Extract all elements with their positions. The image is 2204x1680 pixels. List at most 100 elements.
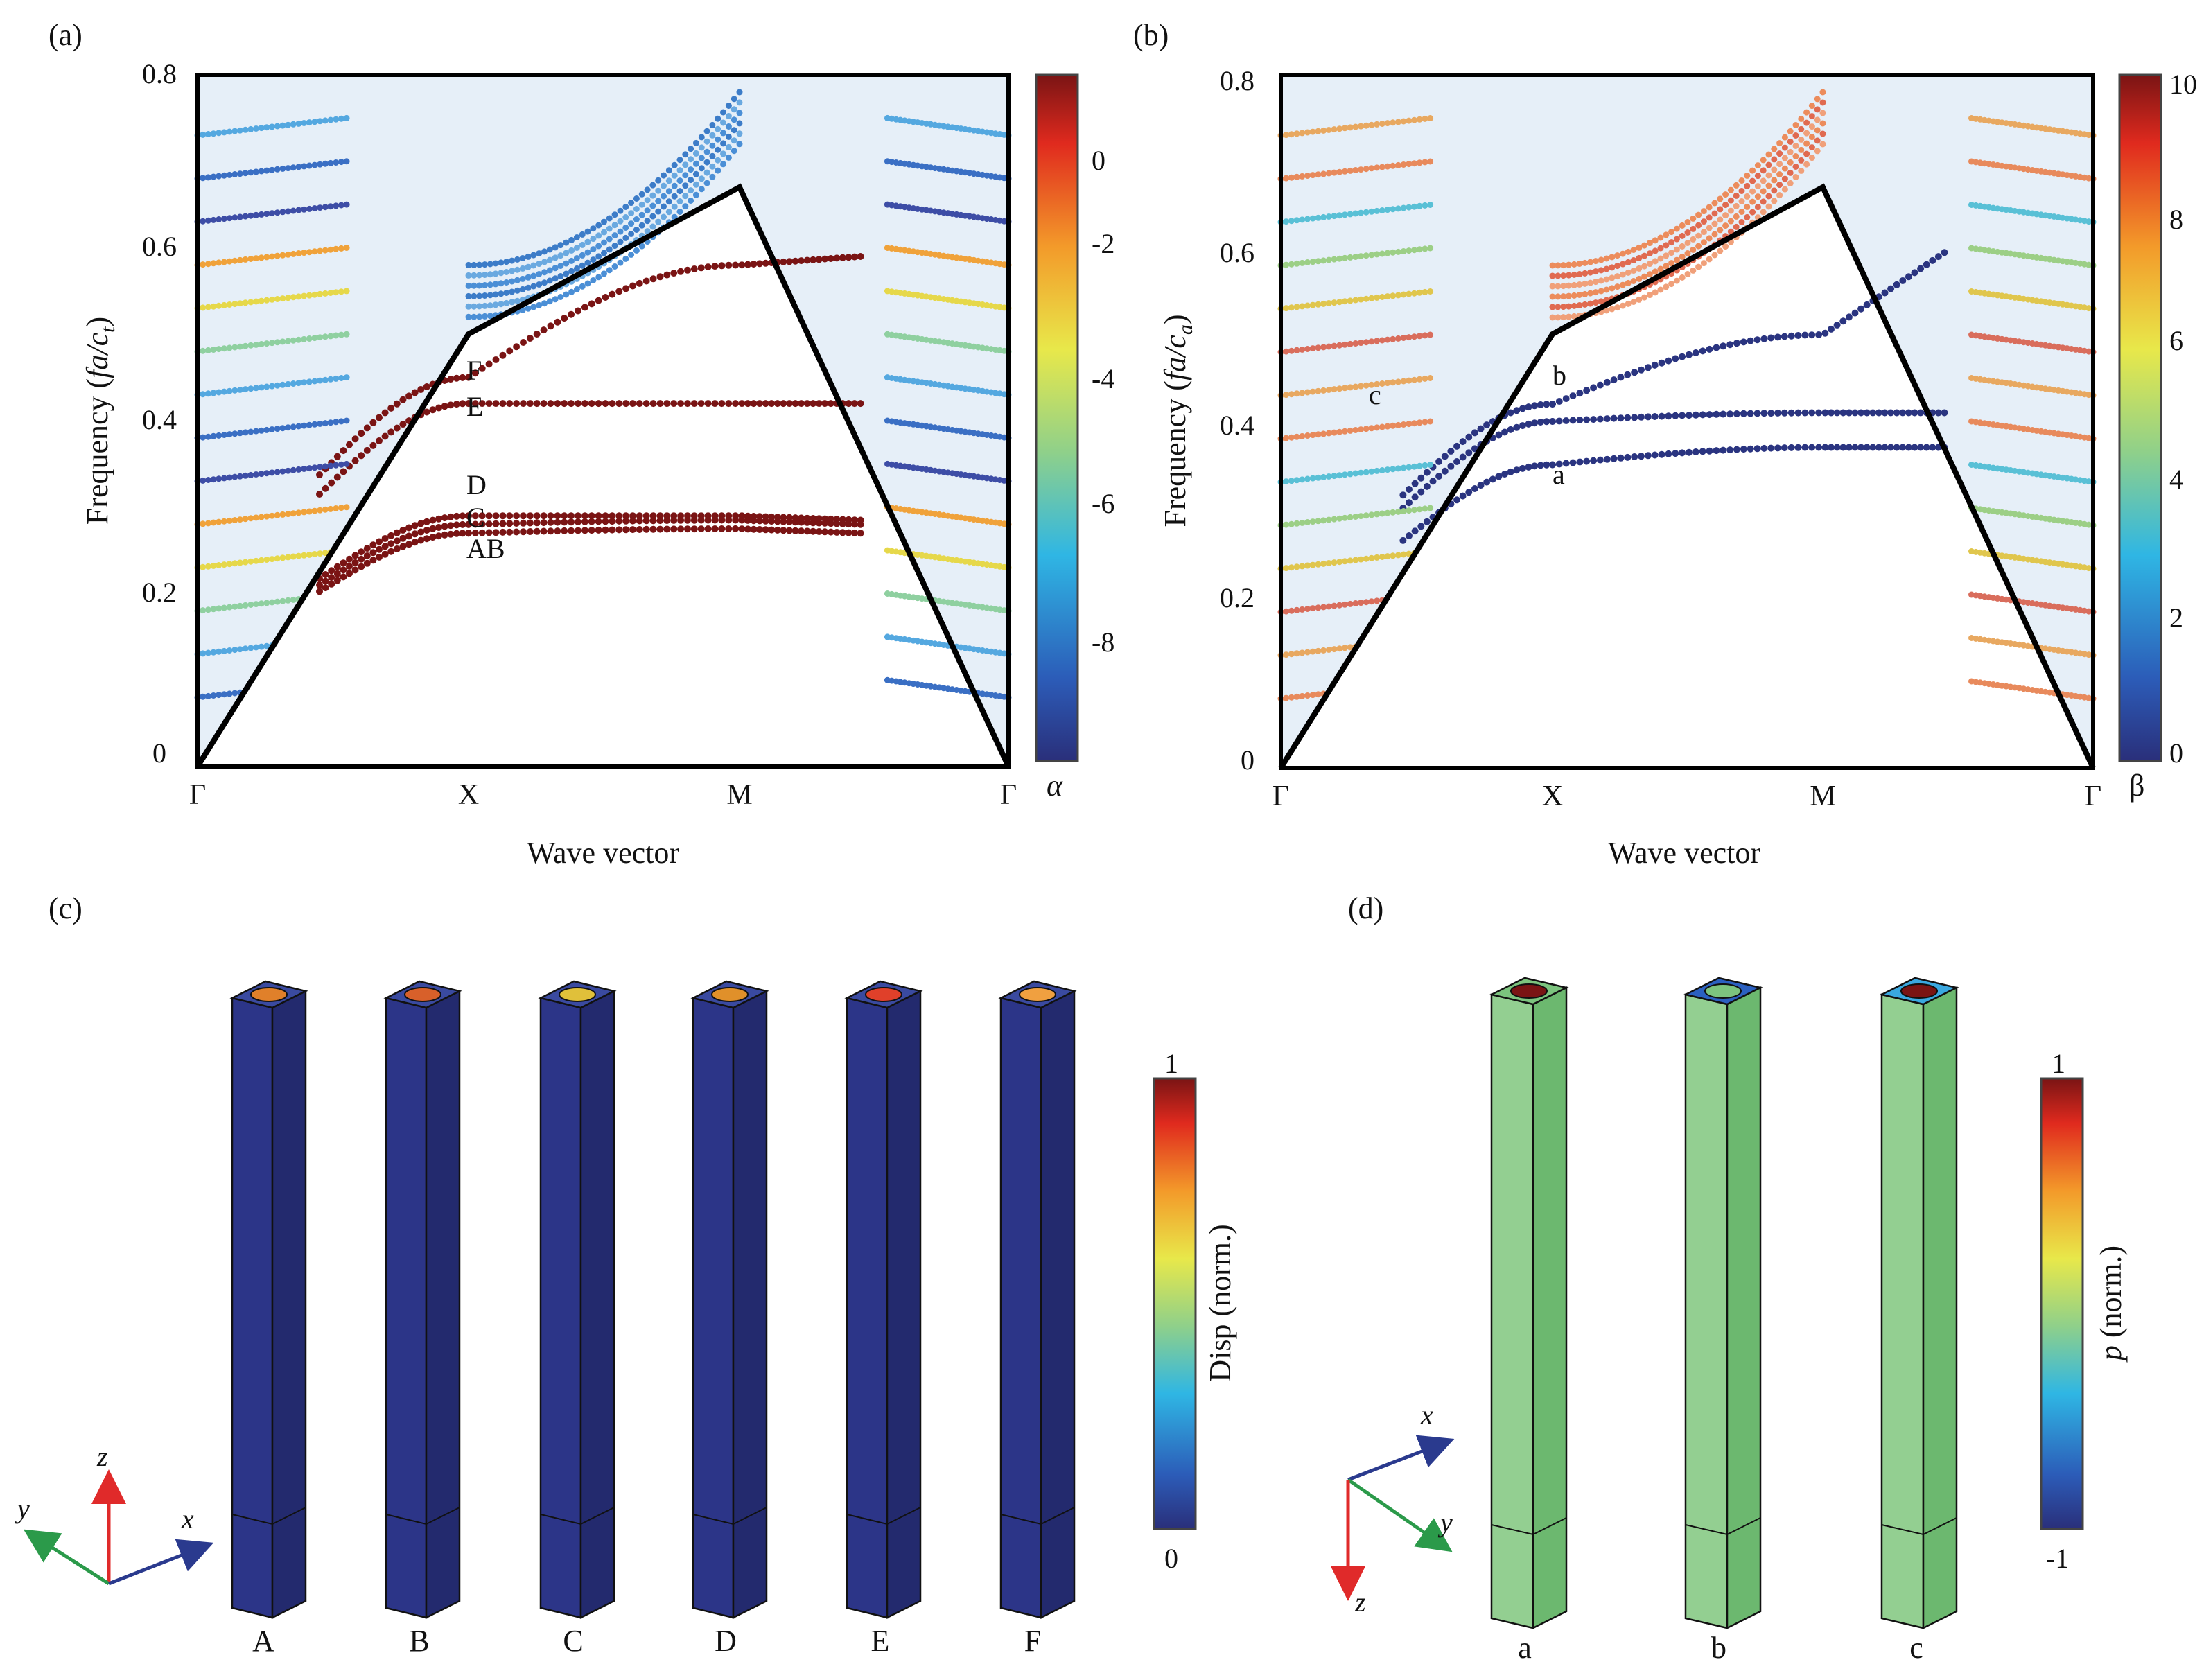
bg-point bbox=[295, 509, 302, 516]
arc-point bbox=[1754, 162, 1761, 169]
bg-point bbox=[290, 596, 297, 603]
bg-point bbox=[258, 557, 265, 563]
bg-point bbox=[1422, 245, 1428, 252]
arc-point bbox=[509, 288, 516, 295]
bg-point bbox=[236, 386, 243, 393]
arc-point bbox=[536, 281, 543, 288]
bg-point bbox=[242, 472, 249, 479]
band-point-C bbox=[561, 518, 568, 526]
arc-point bbox=[579, 262, 586, 269]
arc-point bbox=[1609, 274, 1616, 281]
bg-point bbox=[231, 214, 238, 221]
bg-point bbox=[1363, 382, 1370, 389]
band-point-D bbox=[602, 512, 609, 520]
bg-point bbox=[295, 336, 302, 343]
band-point-c bbox=[1699, 411, 1706, 419]
bg-point bbox=[247, 169, 254, 176]
band-point-b bbox=[1833, 322, 1841, 329]
band-point-E bbox=[561, 400, 568, 408]
arc-point bbox=[1663, 231, 1670, 238]
band-point-c bbox=[1808, 409, 1816, 417]
band-point-AB bbox=[540, 527, 548, 535]
band-point-D bbox=[381, 535, 389, 542]
bg-point bbox=[236, 213, 243, 220]
arc-point bbox=[601, 229, 607, 236]
bg-point bbox=[258, 211, 265, 218]
arc-point bbox=[1614, 283, 1621, 290]
arc-point bbox=[1803, 119, 1810, 126]
band-point-AB bbox=[615, 526, 623, 534]
band-point-a bbox=[1706, 447, 1713, 455]
bg-point bbox=[1315, 604, 1322, 611]
band-point-C bbox=[453, 521, 460, 529]
bg-point bbox=[1325, 647, 1332, 653]
bg-point bbox=[220, 432, 227, 438]
band-point-E bbox=[744, 400, 751, 408]
band-point-b bbox=[1774, 333, 1781, 341]
arc-point bbox=[546, 298, 553, 305]
band-point-AB bbox=[756, 526, 764, 533]
band-point-AB bbox=[381, 550, 389, 558]
band-point-D bbox=[575, 512, 581, 520]
bg-point bbox=[216, 302, 222, 309]
bg-point bbox=[1288, 261, 1295, 268]
band-point-c bbox=[1658, 412, 1665, 420]
bg-point bbox=[204, 390, 211, 397]
band-point-a bbox=[1543, 461, 1550, 469]
bg-point bbox=[311, 421, 318, 428]
band-point-AB bbox=[363, 559, 371, 567]
band-point-AB bbox=[520, 528, 527, 536]
bg-point bbox=[1304, 519, 1311, 525]
band-point-a bbox=[1781, 444, 1788, 452]
arc-point bbox=[579, 231, 586, 238]
x-tick-x: X bbox=[458, 779, 479, 811]
bg-point bbox=[247, 256, 254, 262]
arc-point bbox=[1771, 166, 1778, 173]
band-point-E bbox=[718, 400, 726, 408]
bg-point bbox=[327, 462, 334, 469]
band-point-E bbox=[322, 484, 329, 492]
band-point-c bbox=[1638, 413, 1645, 421]
colorbar-tick: 0 bbox=[1092, 145, 1105, 176]
arc-point bbox=[1673, 236, 1680, 243]
band-point-b bbox=[1815, 331, 1823, 338]
band-point-b bbox=[1423, 469, 1431, 476]
bg-point bbox=[226, 215, 233, 222]
bg-point bbox=[317, 334, 324, 341]
band-point-c bbox=[1406, 499, 1413, 507]
arc-point bbox=[661, 172, 667, 179]
bg-point bbox=[327, 246, 334, 253]
bg-point bbox=[1363, 166, 1370, 173]
arc-point bbox=[1565, 272, 1572, 279]
bg-point bbox=[884, 460, 891, 467]
arc-point bbox=[546, 256, 553, 263]
band-point-c bbox=[1501, 428, 1508, 436]
band-point-E bbox=[429, 406, 437, 414]
bg-point bbox=[236, 343, 243, 350]
arc-point bbox=[736, 120, 743, 127]
band-point-b bbox=[1531, 402, 1539, 410]
bg-point bbox=[1304, 475, 1311, 482]
arc-point bbox=[736, 89, 743, 96]
bg-point bbox=[263, 470, 270, 477]
bg-point bbox=[295, 466, 302, 473]
arc-point bbox=[1555, 262, 1562, 269]
band-point-C bbox=[649, 517, 657, 525]
arc-point bbox=[1690, 246, 1697, 253]
bg-point bbox=[290, 207, 297, 214]
bg-point bbox=[204, 563, 211, 570]
band-point-a bbox=[1692, 448, 1699, 455]
band-point-D bbox=[768, 513, 776, 520]
arc-point bbox=[671, 193, 678, 200]
bg-point bbox=[279, 338, 286, 345]
column-label: C bbox=[563, 1624, 583, 1658]
arc-point bbox=[611, 243, 618, 250]
band-point-b bbox=[1881, 289, 1889, 297]
bg-point bbox=[1416, 333, 1423, 340]
bg-point bbox=[216, 518, 222, 525]
arc-point bbox=[1776, 171, 1783, 178]
bg-point bbox=[279, 425, 286, 432]
band-point-E bbox=[393, 424, 401, 432]
arc-point bbox=[692, 170, 699, 177]
arc-point bbox=[1652, 247, 1659, 254]
